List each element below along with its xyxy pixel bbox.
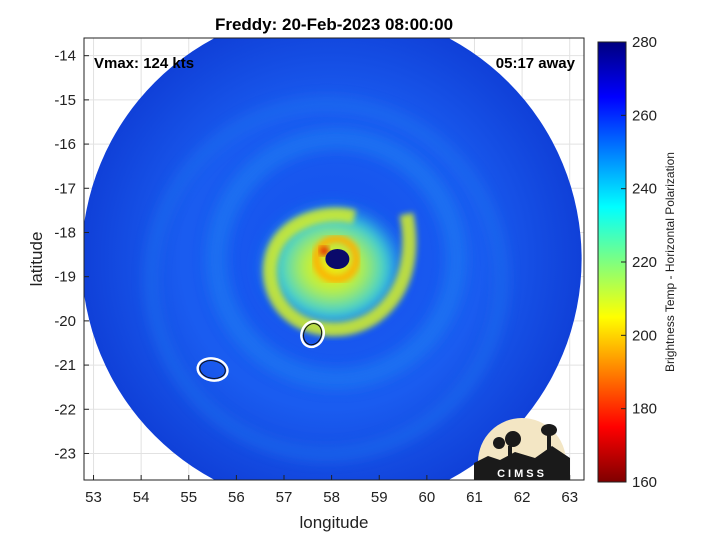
y-tick-label: -17 — [54, 180, 76, 197]
x-tick-label: 56 — [228, 489, 245, 506]
eyewall — [312, 235, 361, 283]
y-tick-label: -15 — [54, 92, 76, 109]
outer-rainband — [205, 128, 468, 390]
colorbar-tick-label: 240 — [632, 181, 657, 198]
colorbar-ticks: 280 260 240 220 200 180 160 — [621, 34, 657, 491]
colorbar-tick-label: 220 — [632, 254, 657, 271]
colorbar-tick-label: 180 — [632, 401, 657, 418]
y-axis-label: latitude — [27, 232, 46, 287]
outer-rainband-2 — [144, 97, 509, 461]
axis-ticks: 53 54 55 56 57 58 59 60 61 62 63 -14 -15 -16 -17 -18 -19… — [54, 48, 578, 506]
x-axis-label: longitude — [299, 513, 368, 532]
y-tick-label: -14 — [54, 48, 76, 65]
cimss-logo: CIMSS — [474, 418, 570, 480]
colorbar-label: Brightness Temp - Horizontal Polarizatio… — [663, 152, 677, 372]
x-tick-label: 63 — [561, 489, 578, 506]
y-tick-label: -16 — [54, 136, 76, 153]
x-tick-label: 61 — [466, 489, 483, 506]
island-outline — [196, 357, 229, 382]
island-coastline — [303, 323, 323, 346]
x-tick-label: 59 — [371, 489, 388, 506]
x-tick-label: 58 — [323, 489, 340, 506]
spiral-rainband — [262, 207, 417, 337]
island-outline — [300, 320, 326, 349]
x-tick-label: 53 — [85, 489, 102, 506]
storm-eye — [325, 249, 350, 269]
cimss-logo-text: CIMSS — [497, 468, 547, 480]
colorbar-tick-label: 200 — [632, 327, 657, 344]
colorbar-tick-label: 280 — [632, 34, 657, 51]
x-tick-label: 57 — [276, 489, 293, 506]
y-tick-label: -22 — [54, 401, 76, 418]
y-tick-label: -23 — [54, 445, 76, 462]
vmax-annotation: Vmax: 124 kts — [94, 55, 194, 72]
brightness-temperature-field — [84, 38, 582, 480]
y-tick-label: -19 — [54, 269, 76, 286]
island-coastline — [199, 360, 226, 379]
x-tick-label: 55 — [180, 489, 197, 506]
eyewall-hotspot — [319, 246, 330, 256]
x-tick-label: 62 — [514, 489, 531, 506]
chart-title: Freddy: 20-Feb-2023 08:00:00 — [215, 15, 453, 34]
time-away-annotation: 05:17 away — [496, 55, 576, 72]
x-tick-label: 60 — [419, 489, 436, 506]
y-tick-label: -21 — [54, 357, 76, 374]
colorbar-tick-label: 260 — [632, 107, 657, 124]
x-tick-label: 54 — [133, 489, 150, 506]
plot-frame — [83, 37, 585, 481]
y-tick-label: -18 — [54, 224, 76, 241]
y-tick-label: -20 — [54, 313, 76, 330]
colorbar-tick-label: 160 — [632, 474, 657, 491]
